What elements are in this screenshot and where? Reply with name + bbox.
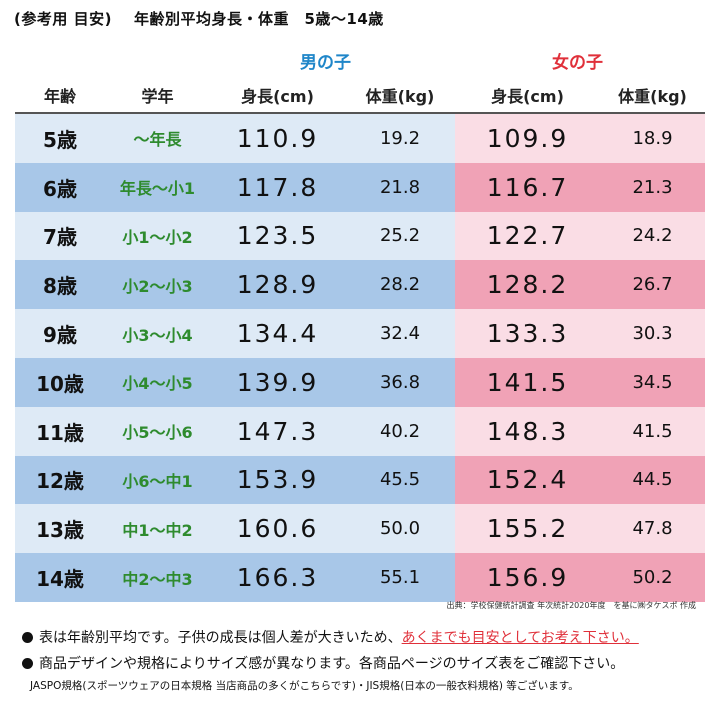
cell: 11歳 [15, 406, 105, 456]
table-row: 10歳 小4〜小5 139.9 36.8 141.5 34.5 [15, 357, 705, 407]
cell: 148.3 [455, 406, 600, 456]
cell: 122.7 [455, 211, 600, 261]
cell: 小3〜小4 [105, 309, 210, 358]
cell: 小6〜中1 [105, 455, 210, 505]
cell: 44.5 [600, 455, 705, 505]
cell: 50.0 [345, 504, 455, 554]
cell: 21.3 [600, 162, 705, 212]
table-row: 6歳 年長〜小1 117.8 21.8 116.7 21.3 [15, 162, 705, 212]
cell: 28.2 [345, 260, 455, 310]
title-tag: (参考用 目安) [14, 10, 112, 28]
cell: 41.5 [600, 406, 705, 456]
cell: 中1〜中2 [105, 504, 210, 554]
header-row: 年齢 学年 身長(cm) 体重(kg) 身長(cm) 体重(kg) [15, 78, 705, 114]
note-emphasis: あくまでも目安としてお考え下さい。 [401, 630, 639, 646]
table-row: 13歳 中1〜中2 160.6 50.0 155.2 47.8 [15, 504, 705, 554]
cell: 147.3 [210, 406, 345, 456]
table-body: 5歳 〜年長 110.9 19.2 109.9 18.9 6歳 年長〜小1 117.8 21.8 1… [15, 113, 705, 602]
cell: 50.2 [600, 553, 705, 602]
cell: 〜年長 [105, 113, 210, 163]
title: (参考用 目安) 年齢別平均身長・体重 5歳〜14歳 [14, 8, 384, 29]
cell: 小1〜小2 [105, 211, 210, 261]
cell: 141.5 [455, 357, 600, 407]
cell: 160.6 [210, 504, 345, 554]
cell: 32.4 [345, 309, 455, 358]
cell: 152.4 [455, 455, 600, 505]
column-header: 年齢 [15, 78, 105, 114]
column-header: 身長(cm) [210, 78, 345, 114]
cell: 9歳 [15, 309, 105, 358]
cell: 19.2 [345, 113, 455, 163]
cell: 小2〜小3 [105, 260, 210, 310]
cell: 6歳 [15, 162, 105, 212]
table-row: 9歳 小3〜小4 134.4 32.4 133.3 30.3 [15, 309, 705, 358]
cell: 123.5 [210, 211, 345, 261]
cell: 156.9 [455, 553, 600, 602]
cell: 116.7 [455, 162, 600, 212]
cell: 18.9 [600, 113, 705, 163]
cell: 133.3 [455, 309, 600, 358]
group-header: 男の子 [300, 53, 351, 73]
note-small: JASPO規格(スポーツウェアの日本規格 当店商品の多くがこちらです)・JIS規… [30, 680, 579, 692]
cell: 128.2 [455, 260, 600, 310]
cell: 110.9 [210, 113, 345, 163]
table-row: 5歳 〜年長 110.9 19.2 109.9 18.9 [15, 113, 705, 163]
column-header: 学年 [105, 78, 210, 114]
group-header: 女の子 [552, 53, 603, 73]
table-row: 12歳 小6〜中1 153.9 45.5 152.4 44.5 [15, 455, 705, 505]
table-row: 14歳 中2〜中3 166.3 55.1 156.9 50.2 [15, 553, 705, 602]
cell: 34.5 [600, 357, 705, 407]
title-main: 年齢別平均身長・体重 5歳〜14歳 [133, 10, 384, 28]
cell: 117.8 [210, 162, 345, 212]
cell: 166.3 [210, 553, 345, 602]
table-row: 7歳 小1〜小2 123.5 25.2 122.7 24.2 [15, 211, 705, 261]
cell: 12歳 [15, 455, 105, 505]
column-header: 身長(cm) [455, 78, 600, 114]
cell: 36.8 [345, 357, 455, 407]
cell: 155.2 [455, 504, 600, 554]
cell: 40.2 [345, 406, 455, 456]
cell: 30.3 [600, 309, 705, 358]
bullet [22, 632, 33, 643]
cell: 13歳 [15, 504, 105, 554]
cell: 153.9 [210, 455, 345, 505]
source: 出典：学校保健統計調査 年次統計2020年度 を基に㈱タケスポ 作成 [446, 601, 696, 610]
cell: 47.8 [600, 504, 705, 554]
table-row: 11歳 小5〜小6 147.3 40.2 148.3 41.5 [15, 406, 705, 456]
note: 表は年齢別平均です。子供の成長は個人差が大きいため、あくまでも目安としてお考え下… [22, 627, 639, 647]
cell: 年長〜小1 [105, 162, 210, 212]
cell: 25.2 [345, 211, 455, 261]
cell: 45.5 [345, 455, 455, 505]
cell: 21.8 [345, 162, 455, 212]
note-text: 商品デザインや規格によりサイズ感が異なります。各商品ページのサイズ表をご確認下さ… [39, 656, 625, 672]
cell: 5歳 [15, 113, 105, 163]
cell: 128.9 [210, 260, 345, 310]
cell: 139.9 [210, 357, 345, 407]
cell: 7歳 [15, 211, 105, 261]
cell: 134.4 [210, 309, 345, 358]
bullet [22, 658, 33, 669]
cell: 中2〜中3 [105, 553, 210, 602]
size-table: 年齢 学年 身長(cm) 体重(kg) 身長(cm) 体重(kg) 5歳 〜年長 110.9 1… [15, 78, 705, 602]
column-header: 体重(kg) [600, 78, 705, 114]
note: 商品デザインや規格によりサイズ感が異なります。各商品ページのサイズ表をご確認下さ… [22, 653, 624, 673]
cell: 8歳 [15, 260, 105, 310]
cell: 小4〜小5 [105, 357, 210, 407]
column-header: 体重(kg) [345, 78, 455, 114]
cell: 10歳 [15, 357, 105, 407]
table-row: 8歳 小2〜小3 128.9 28.2 128.2 26.7 [15, 260, 705, 310]
cell: 55.1 [345, 553, 455, 602]
cell: 小5〜小6 [105, 406, 210, 456]
note-text: 表は年齢別平均です。子供の成長は個人差が大きいため、 [39, 630, 402, 646]
cell: 26.7 [600, 260, 705, 310]
cell: 14歳 [15, 553, 105, 602]
cell: 109.9 [455, 113, 600, 163]
cell: 24.2 [600, 211, 705, 261]
